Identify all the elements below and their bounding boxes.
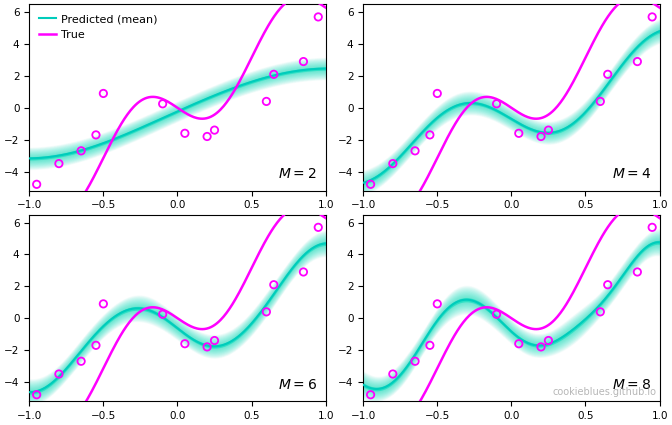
Point	[298, 269, 309, 275]
Point	[410, 358, 421, 365]
Point	[202, 133, 212, 140]
Point	[313, 14, 324, 20]
Point	[536, 133, 546, 140]
Point	[209, 337, 220, 344]
Point	[632, 269, 642, 275]
Point	[157, 311, 168, 317]
Point	[298, 58, 309, 65]
Text: cookieblues.github.io: cookieblues.github.io	[552, 387, 657, 397]
Point	[179, 130, 190, 137]
Text: $M = 4$: $M = 4$	[612, 167, 650, 181]
Point	[313, 224, 324, 231]
Text: $M = 6$: $M = 6$	[278, 378, 317, 392]
Point	[543, 337, 554, 344]
Point	[536, 343, 546, 350]
Point	[365, 181, 376, 188]
Text: $M = 2$: $M = 2$	[278, 167, 317, 181]
Point	[432, 90, 443, 97]
Point	[388, 160, 398, 167]
Point	[157, 100, 168, 107]
Point	[491, 311, 502, 317]
Point	[388, 371, 398, 377]
Point	[76, 358, 87, 365]
Point	[179, 340, 190, 347]
Point	[91, 342, 101, 348]
Point	[91, 131, 101, 138]
Point	[365, 391, 376, 398]
Point	[425, 131, 435, 138]
Point	[98, 90, 109, 97]
Point	[410, 147, 421, 154]
Point	[491, 100, 502, 107]
Point	[602, 281, 613, 288]
Point	[543, 127, 554, 133]
Point	[54, 371, 65, 377]
Point	[261, 98, 271, 105]
Point	[32, 181, 42, 188]
Point	[513, 340, 524, 347]
Point	[261, 309, 271, 315]
Point	[425, 342, 435, 348]
Point	[268, 71, 279, 78]
Point	[602, 71, 613, 78]
Point	[32, 391, 42, 398]
Legend: Predicted (mean), True: Predicted (mean), True	[35, 10, 163, 44]
Point	[513, 130, 524, 137]
Point	[646, 14, 657, 20]
Point	[202, 343, 212, 350]
Text: $M = 8$: $M = 8$	[612, 378, 650, 392]
Point	[54, 160, 65, 167]
Point	[595, 98, 605, 105]
Point	[432, 300, 443, 307]
Point	[98, 300, 109, 307]
Point	[76, 147, 87, 154]
Point	[595, 309, 605, 315]
Point	[268, 281, 279, 288]
Point	[646, 224, 657, 231]
Point	[209, 127, 220, 133]
Point	[632, 58, 642, 65]
